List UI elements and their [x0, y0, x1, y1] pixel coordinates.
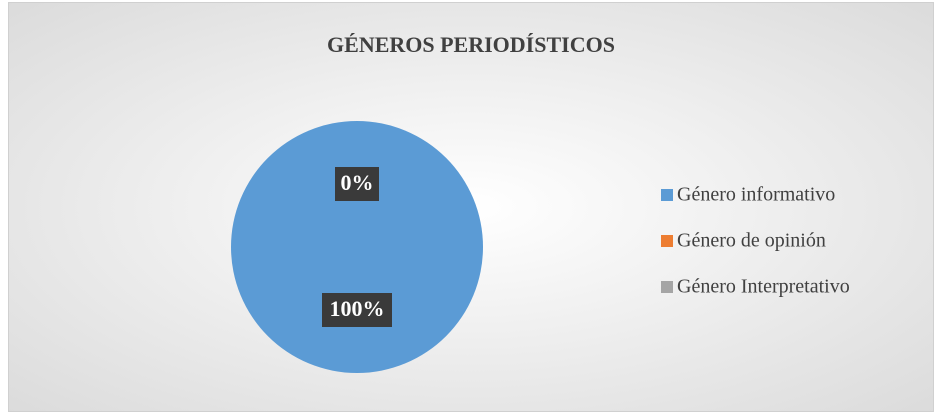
legend-label: Género Interpretativo [677, 276, 850, 298]
legend-label: Género informativo [677, 184, 835, 206]
chart-title: GÉNEROS PERIODÍSTICOS [327, 32, 615, 57]
legend-swatch [661, 189, 673, 201]
pie-slice [231, 121, 483, 373]
legend-swatch [661, 281, 673, 293]
legend-swatch [661, 235, 673, 247]
data-label: 0% [341, 170, 374, 195]
data-label: 100% [330, 296, 385, 321]
data-label-box [335, 167, 379, 201]
data-label-box [322, 293, 392, 327]
legend-label: Género de opinión [677, 230, 826, 252]
